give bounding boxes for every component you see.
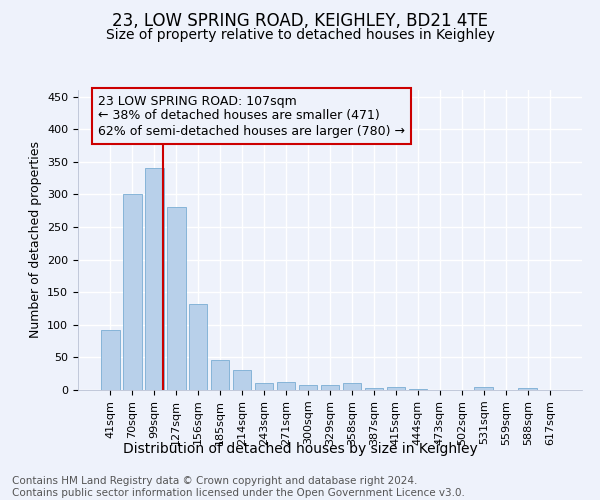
Bar (123, 194, 142, 390)
Text: Contains HM Land Registry data © Crown copyright and database right 2024.
Contai: Contains HM Land Registry data © Crown c… (12, 476, 465, 498)
Bar (320, 385, 340, 390)
Bar (255, 384, 274, 390)
Bar (233, 370, 251, 390)
Text: Distribution of detached houses by size in Keighley: Distribution of detached houses by size … (122, 442, 478, 456)
Bar (101, 330, 119, 390)
Bar (475, 386, 493, 390)
Text: Size of property relative to detached houses in Keighley: Size of property relative to detached ho… (106, 28, 494, 42)
Bar (365, 388, 383, 390)
Text: 23, LOW SPRING ROAD, KEIGHLEY, BD21 4TE: 23, LOW SPRING ROAD, KEIGHLEY, BD21 4TE (112, 12, 488, 30)
Bar (211, 360, 229, 390)
Bar (167, 208, 185, 390)
Bar (299, 385, 317, 390)
Bar (518, 388, 537, 390)
Bar (343, 384, 361, 390)
Bar (386, 388, 405, 390)
Bar (409, 388, 427, 390)
Text: 23 LOW SPRING ROAD: 107sqm
← 38% of detached houses are smaller (471)
62% of sem: 23 LOW SPRING ROAD: 107sqm ← 38% of deta… (98, 94, 405, 138)
Y-axis label: Number of detached properties: Number of detached properties (29, 142, 41, 338)
Bar (145, 168, 164, 390)
Bar (189, 304, 208, 390)
Bar (277, 382, 295, 390)
